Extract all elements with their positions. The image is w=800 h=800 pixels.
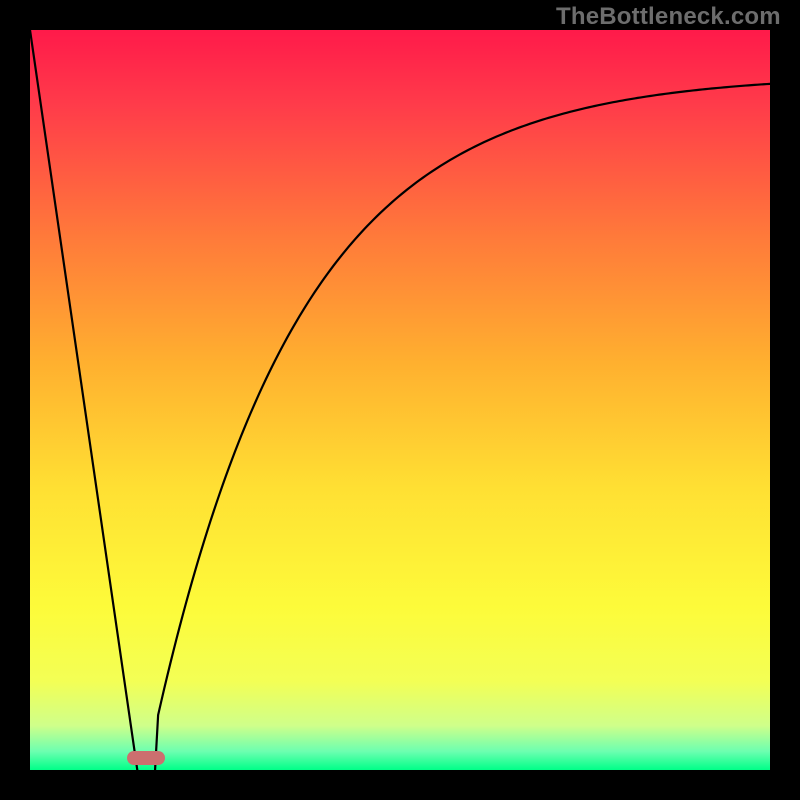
bottleneck-curve (30, 30, 770, 770)
optimal-range-marker (127, 751, 165, 765)
chart-outer-frame: TheBottleneck.com (0, 0, 800, 800)
plot-area (30, 30, 770, 770)
watermark-text: TheBottleneck.com (556, 3, 781, 31)
curve-path (30, 30, 770, 770)
